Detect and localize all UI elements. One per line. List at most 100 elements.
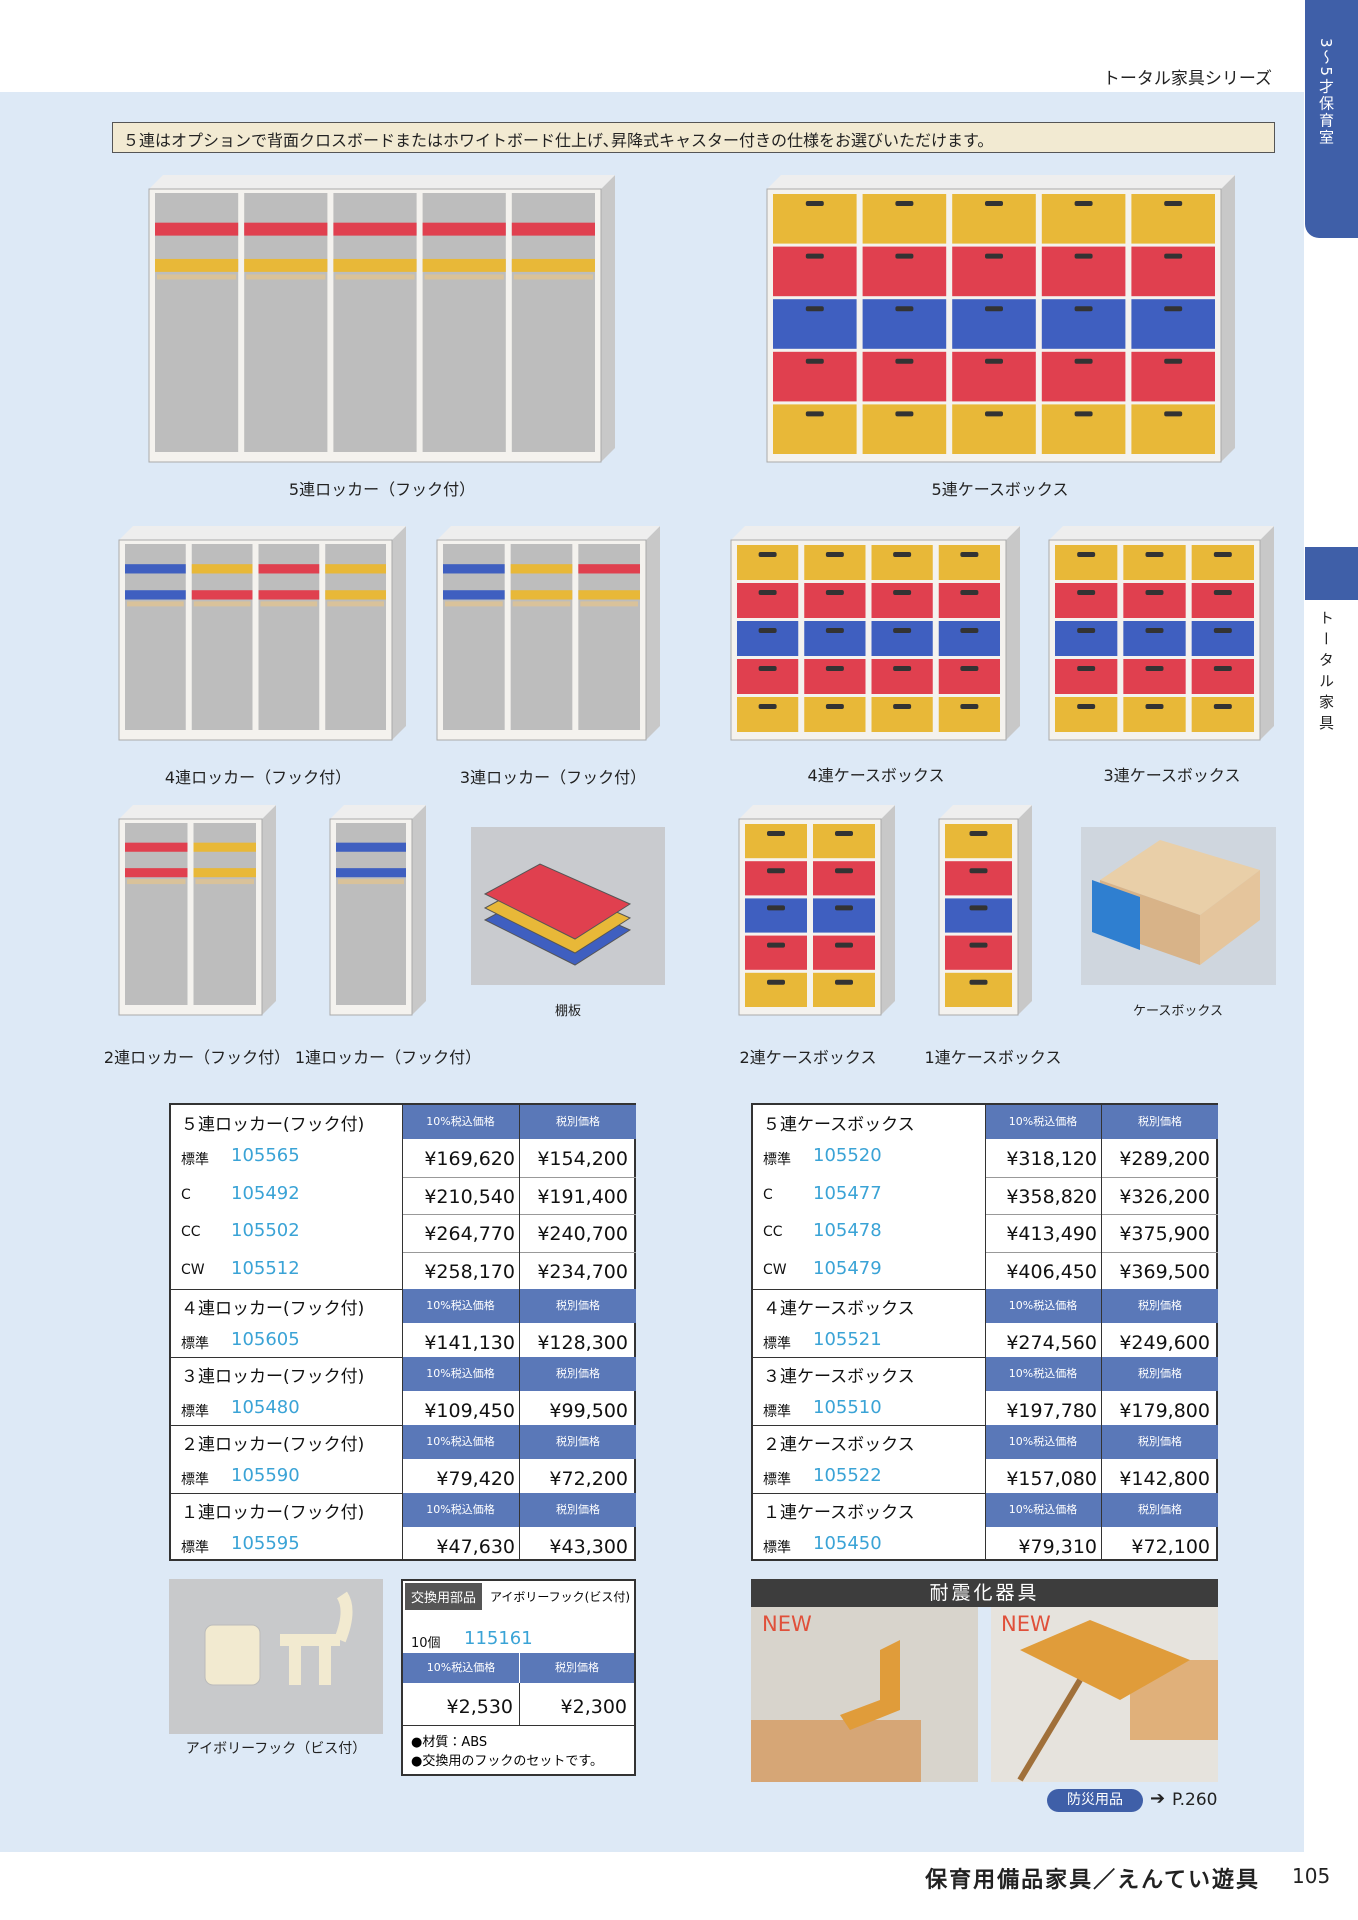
section-title: １連ケースボックス: [763, 1503, 915, 1523]
side-tab: [1305, 0, 1358, 238]
link-page[interactable]: P.260: [1172, 1790, 1218, 1810]
price-tax-ex: ¥142,800: [1119, 1468, 1210, 1490]
drawer: [804, 621, 866, 656]
price-tax-ex: ¥43,300: [549, 1536, 628, 1558]
drawer: [745, 972, 807, 1007]
drawer: [1055, 659, 1118, 694]
column-divider: [985, 1105, 986, 1559]
price-tax-in: ¥79,420: [436, 1468, 515, 1490]
shelf-board: [483, 863, 632, 940]
drawer-handle: [758, 666, 777, 671]
compartment: [325, 544, 386, 730]
product-caption: 4連ロッカー（フック付）: [164, 768, 352, 787]
price-tax-ex: ¥191,400: [537, 1185, 628, 1208]
drawer-handle: [985, 253, 1003, 259]
product-code: 105590: [231, 1465, 300, 1486]
drawer: [737, 621, 799, 656]
drawer: [737, 545, 799, 580]
row-label: CW: [181, 1261, 205, 1278]
drawer-handle: [1213, 552, 1232, 557]
price-tax-in: ¥413,490: [1006, 1223, 1097, 1245]
section-title: ４連ケースボックス: [763, 1299, 915, 1319]
shelf: [333, 258, 417, 272]
drawer-handle: [835, 905, 853, 911]
drawer: [871, 583, 933, 618]
drawer-handle: [960, 552, 979, 557]
price-tax-ex: ¥289,200: [1119, 1148, 1210, 1170]
part-code: 115161: [464, 1628, 533, 1649]
section-divider: [753, 1289, 1216, 1290]
header-tax-ex: 税別価格: [1101, 1289, 1218, 1323]
drawer-handle: [895, 201, 914, 206]
drawer-handle: [767, 868, 785, 874]
cabinet-top: [119, 526, 406, 540]
price-tax-ex: ¥99,500: [549, 1400, 628, 1422]
row-divider: [403, 1725, 634, 1726]
cabinet-top: [437, 526, 660, 540]
shelf: [325, 590, 386, 600]
header-tax-ex: 税別価格: [519, 1357, 636, 1391]
cabinet-side: [1260, 526, 1274, 740]
link-badge[interactable]: 防災用品: [1047, 1789, 1143, 1812]
compartment: [193, 823, 256, 1005]
cabinet-top: [119, 805, 276, 819]
cabinet-top: [1049, 526, 1274, 540]
compartment: [333, 193, 417, 452]
compartment: [443, 544, 505, 730]
drawer-handle: [969, 942, 988, 948]
drawer: [1055, 621, 1118, 656]
shelf: [193, 842, 256, 852]
drawer-handle: [893, 666, 912, 671]
drawer: [1191, 621, 1254, 656]
drawer: [804, 659, 866, 694]
compartment: [155, 193, 239, 452]
drawer-handle: [1213, 704, 1232, 709]
hook-bar: [512, 601, 571, 607]
drawer-handle: [758, 590, 777, 595]
product-caption: ケースボックス: [1133, 1004, 1223, 1019]
shelf: [336, 868, 406, 878]
hook-bar: [335, 274, 415, 280]
product-caption: 2連ロッカー（フック付）: [103, 1048, 291, 1067]
price-tax-ex: ¥2,300: [560, 1696, 627, 1718]
header-tax-ex: 税別価格: [1101, 1357, 1218, 1391]
price-tax-in: ¥169,620: [424, 1148, 515, 1170]
drawer: [804, 583, 866, 618]
row-label: 標準: [763, 1336, 791, 1352]
drawer-handle: [805, 411, 824, 417]
product-caption: 棚板: [554, 1004, 582, 1019]
drawer: [737, 659, 799, 694]
drawer-handle: [893, 590, 912, 595]
drawer-handle: [895, 253, 914, 259]
price-tax-in: ¥258,170: [424, 1260, 515, 1283]
drawer: [813, 824, 875, 859]
product-code: 105520: [813, 1145, 882, 1166]
hook-bar: [195, 879, 254, 885]
drawer: [745, 861, 807, 896]
drawer: [938, 659, 1000, 694]
product-code: 105477: [813, 1182, 882, 1204]
header-tax-ex: 税別価格: [519, 1289, 636, 1323]
hook-bar: [193, 601, 251, 607]
drawer-handle: [969, 905, 988, 911]
shelf: [258, 564, 320, 574]
hook-bar: [424, 274, 504, 280]
drawer-handle: [767, 979, 785, 985]
drawer-handle: [1145, 552, 1164, 557]
drawer: [745, 824, 807, 859]
price-tax-in: ¥274,560: [1006, 1332, 1097, 1354]
drawer-handle: [969, 868, 988, 874]
column-divider: [519, 1105, 520, 1559]
shelf: [578, 564, 640, 574]
compartment: [422, 193, 506, 452]
cabinet-top: [731, 526, 1020, 540]
drawer-handle: [895, 306, 914, 312]
shelf: [578, 590, 640, 600]
section-title: ４連ロッカー(フック付): [181, 1299, 365, 1319]
section-divider: [753, 1493, 1216, 1494]
drawer-handle: [1077, 628, 1096, 633]
compartment: [511, 193, 595, 452]
cabinet-side: [1006, 526, 1020, 740]
